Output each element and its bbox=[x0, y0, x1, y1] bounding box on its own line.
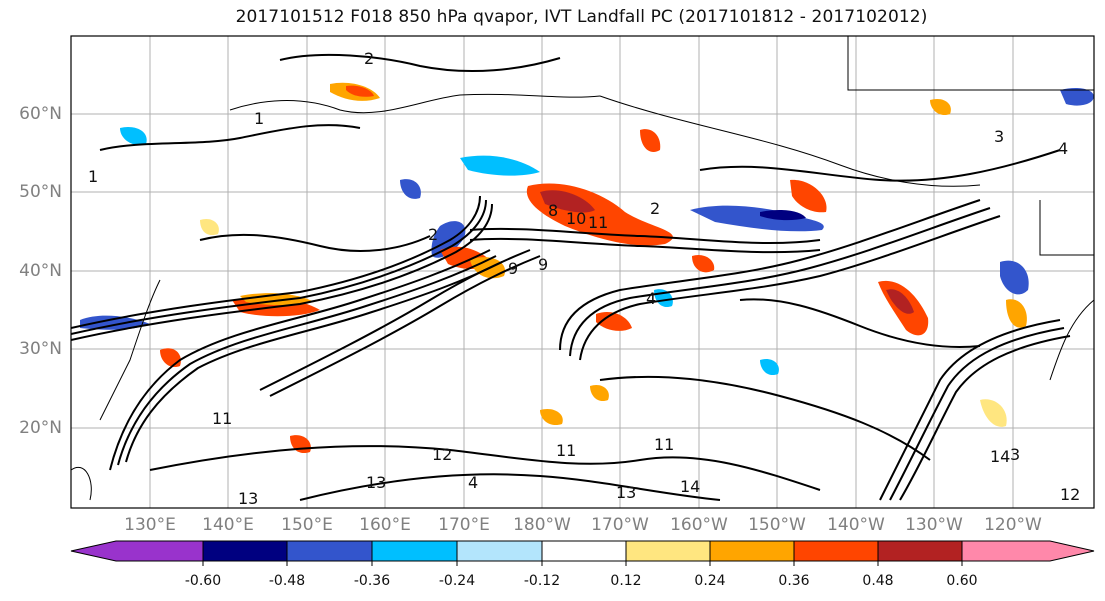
lon-label: 160°E bbox=[359, 515, 411, 535]
contour-label: 1 bbox=[254, 109, 264, 128]
lon-label: 130°W bbox=[905, 515, 963, 535]
lon-label: 170°E bbox=[438, 515, 490, 535]
contour-label: 4 bbox=[646, 289, 656, 308]
contour-label: 14 bbox=[990, 447, 1010, 466]
lon-label: 120°W bbox=[984, 515, 1042, 535]
contour-label: 4 bbox=[1058, 139, 1068, 158]
lat-label: 20°N bbox=[19, 418, 62, 438]
page-title: 2017101512 F018 850 hPa qvapor, IVT Land… bbox=[235, 7, 928, 27]
contour-label: 12 bbox=[432, 445, 452, 464]
contour-label: 10 bbox=[566, 209, 586, 228]
contour-label: 3 bbox=[994, 127, 1004, 146]
lon-label: 140°E bbox=[202, 515, 254, 535]
contour-label: 1 bbox=[88, 167, 98, 186]
colorbar-tick-label: 0.24 bbox=[694, 573, 726, 589]
lon-label: 150°E bbox=[281, 515, 333, 535]
contour-label: 11 bbox=[556, 441, 576, 460]
lat-label: 50°N bbox=[19, 182, 62, 202]
contour-label: 11 bbox=[212, 409, 232, 428]
colorbar-tick-label: -0.12 bbox=[523, 573, 561, 589]
ivt-contours bbox=[71, 53, 1071, 501]
map-frame bbox=[71, 36, 1094, 508]
colorbar-segment bbox=[793, 540, 879, 562]
colorbar-segment bbox=[286, 540, 373, 562]
contour-label: 11 bbox=[654, 435, 674, 454]
colorbar-overflow bbox=[961, 540, 1095, 562]
colorbar-segment bbox=[371, 540, 458, 562]
contour-label: 8 bbox=[548, 201, 558, 220]
contour-label: 9 bbox=[508, 259, 518, 278]
colorbar-segment bbox=[202, 540, 288, 562]
contour-label: 3 bbox=[1010, 445, 1020, 464]
colorbar bbox=[70, 540, 1095, 566]
lon-label: 130°E bbox=[124, 515, 176, 535]
colorbar-tick-label: 0.12 bbox=[610, 573, 642, 589]
lat-label: 30°N bbox=[19, 339, 62, 359]
contour-label: 4 bbox=[468, 473, 478, 492]
lat-label: 40°N bbox=[19, 261, 62, 281]
lon-label: 150°W bbox=[748, 515, 806, 535]
coastlines bbox=[71, 36, 1094, 501]
contour-label: 2 bbox=[364, 49, 374, 68]
qvapor-shading bbox=[80, 82, 1094, 454]
colorbar-tick-label: -0.24 bbox=[438, 573, 476, 589]
contour-label: 2 bbox=[650, 199, 660, 218]
colorbar-tick-label: 0.60 bbox=[946, 573, 978, 589]
lon-label: 140°W bbox=[827, 515, 885, 535]
colorbar-underflow bbox=[70, 540, 204, 562]
contour-label: 11 bbox=[588, 213, 608, 232]
contour-label: 2 bbox=[428, 225, 438, 244]
contour-label-group: 2 3 4 1 1 8 10 11 9 4 2 2 11 12 11 13 13… bbox=[88, 49, 1080, 508]
colorbar-tick-label: 0.36 bbox=[778, 573, 810, 589]
contour-label: 9 bbox=[538, 255, 548, 274]
contour-label: 12 bbox=[1060, 485, 1080, 504]
colorbar-segment bbox=[709, 540, 795, 562]
contour-label: 13 bbox=[616, 483, 636, 502]
colorbar-segment bbox=[625, 540, 711, 562]
colorbar-segment bbox=[456, 540, 543, 562]
colorbar-tick-label: -0.48 bbox=[268, 573, 306, 589]
colorbar-segment bbox=[877, 540, 963, 562]
contour-label: 14 bbox=[680, 477, 700, 496]
colorbar-tick-label: -0.60 bbox=[184, 573, 222, 589]
contour-label: 13 bbox=[238, 489, 258, 508]
lon-label: 160°W bbox=[670, 515, 728, 535]
lat-label: 60°N bbox=[19, 104, 62, 124]
colorbar-tick-label: -0.36 bbox=[353, 573, 391, 589]
lon-label: 180°W bbox=[513, 515, 571, 535]
colorbar-tick-label: 0.48 bbox=[862, 573, 894, 589]
colorbar-segment bbox=[541, 540, 627, 562]
contour-label: 13 bbox=[366, 473, 386, 492]
lon-label: 170°W bbox=[591, 515, 649, 535]
